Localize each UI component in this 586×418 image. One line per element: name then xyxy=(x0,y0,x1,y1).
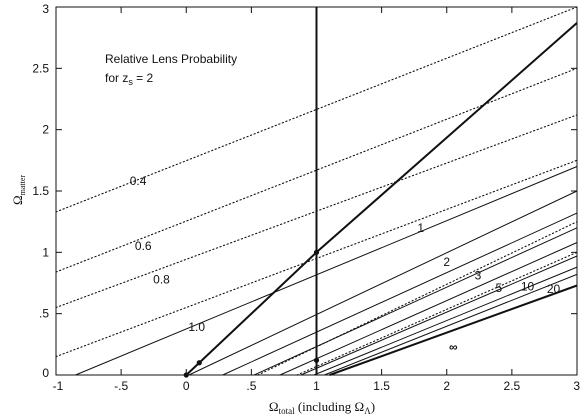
reference-line-0 xyxy=(185,22,578,376)
solid-line-3 xyxy=(253,227,578,376)
x-tick-label-8: 3 xyxy=(573,379,580,393)
labels-layer: 0.4 0.6 0.8 1.0 1 2 35 10 20 ∞ xyxy=(130,174,561,354)
marker-point-2 xyxy=(313,357,320,363)
markers-layer xyxy=(183,249,320,378)
marker-point-1 xyxy=(196,360,202,366)
chart-title: Relative Lens Probability xyxy=(105,52,237,66)
y-tick-label-4: 2 xyxy=(42,123,49,137)
x-axis-label: Ωtotal (including ΩΛ) xyxy=(269,399,375,416)
y-tick-label-2: 1 xyxy=(42,245,49,259)
x-tick-label-3: .5 xyxy=(246,379,256,393)
line-label-3: 1.0 xyxy=(188,320,205,334)
line-label-4: 1 xyxy=(417,221,424,235)
line-label-7: 5 xyxy=(496,281,503,295)
x-tick-label-5: 1.5 xyxy=(373,379,390,393)
line-label-1: 0.6 xyxy=(135,239,152,253)
y-tick-label-5: 2.5 xyxy=(32,61,49,75)
x-tick-label-4: 1 xyxy=(313,379,320,393)
infinity-line xyxy=(329,284,578,376)
x-tick-label-6: 2 xyxy=(443,379,450,393)
x-tick-label-2: 0 xyxy=(183,379,190,393)
x-tick-label-1: -.5 xyxy=(114,379,128,393)
solid-line-6 xyxy=(313,266,578,376)
x-tick-label-7: 2.5 xyxy=(504,379,521,393)
ticks-layer: -1 -.5 0 .5 1 1.5 2 2.5 3 0 .5 1 1.5 2 2.5 3 xyxy=(32,2,580,393)
line-label-9: 20 xyxy=(547,282,561,296)
line-label-8: 10 xyxy=(521,280,535,294)
line-label-2: 0.8 xyxy=(153,272,170,286)
dotted-line-5 xyxy=(296,251,578,376)
dotted-line-4 xyxy=(257,221,578,376)
x-tick-label-0: -1 xyxy=(53,379,64,393)
y-axis-label: Ωmatter xyxy=(10,175,27,205)
solid-line-4 xyxy=(279,242,578,376)
line-label-5: 2 xyxy=(443,255,450,269)
marker-point-3 xyxy=(313,249,320,255)
y-tick-label-1: .5 xyxy=(39,307,49,321)
y-tick-label-0: 0 xyxy=(42,366,49,380)
solid-line-2 xyxy=(222,212,578,376)
line-label-6: 3 xyxy=(475,269,482,283)
line-label-0: 0.4 xyxy=(130,174,147,188)
y-tick-label-6: 3 xyxy=(42,2,49,16)
solid-line-0 xyxy=(75,166,578,376)
solid-line-7 xyxy=(324,273,578,376)
y-tick-label-3: 1.5 xyxy=(32,184,49,198)
solid-line-1 xyxy=(188,190,578,376)
line-label-10: ∞ xyxy=(449,340,458,354)
solid-line-5 xyxy=(300,255,578,376)
chart-subtitle: for zs = 2 xyxy=(105,71,154,87)
marker-point-0 xyxy=(183,372,189,378)
